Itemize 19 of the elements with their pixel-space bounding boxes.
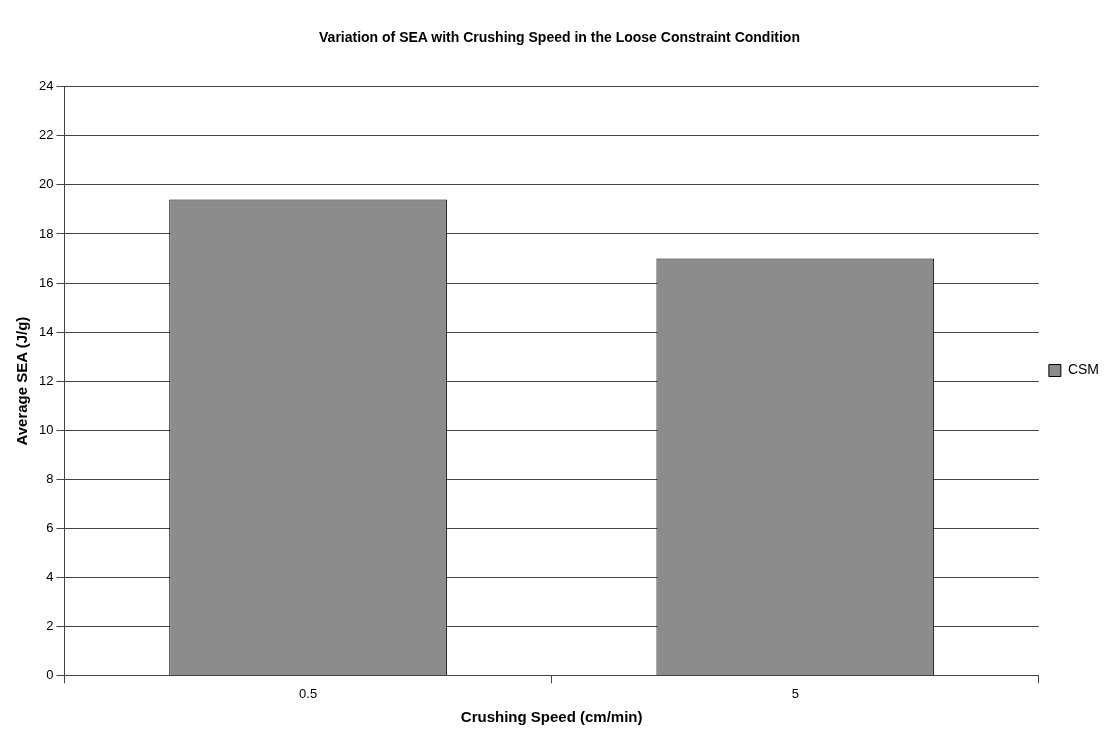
y-tick-label: 10 xyxy=(38,421,54,437)
y-tick-label: 2 xyxy=(46,617,54,633)
y-tick-label: 4 xyxy=(46,568,54,584)
y-axis-title: Average SEA (J/g) xyxy=(13,316,31,446)
chart-title: Variation of SEA with Crushing Speed in the Loose Constraint Condition xyxy=(319,29,800,46)
x-tick-label: 5 xyxy=(791,685,799,701)
y-tick-label: 18 xyxy=(38,225,54,241)
legend-label: CSM xyxy=(1067,361,1100,378)
x-axis-title: Crushing Speed (cm/min) xyxy=(460,708,643,726)
y-tick-label: 6 xyxy=(46,519,54,535)
y-tick-label: 0 xyxy=(46,666,54,682)
y-tick-label: 12 xyxy=(38,372,54,388)
x-tick-label: 0.5 xyxy=(299,685,318,701)
y-tick-label: 24 xyxy=(38,78,54,94)
y-tick-label: 16 xyxy=(38,274,54,290)
y-tick-label: 22 xyxy=(38,127,54,143)
y-tick-label: 8 xyxy=(46,470,54,486)
y-tick-label: 20 xyxy=(38,176,54,192)
y-tick-label: 14 xyxy=(38,323,54,339)
